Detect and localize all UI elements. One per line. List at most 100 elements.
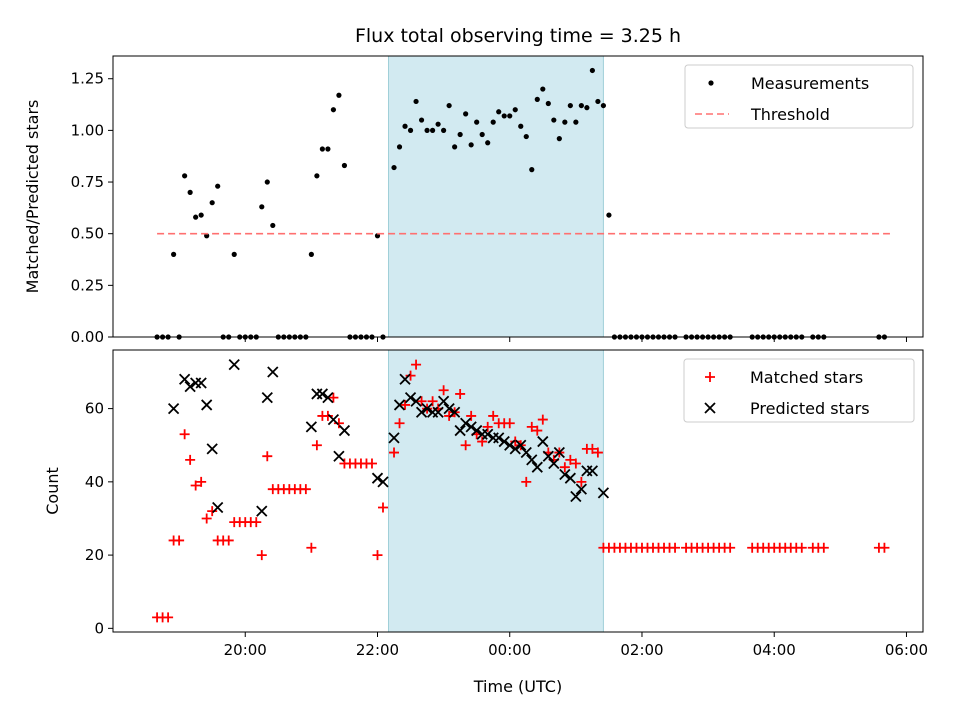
measurement-point (325, 146, 331, 152)
measurement-point (259, 204, 265, 210)
predicted-star-point (443, 402, 455, 415)
legend-entry-label: Measurements (751, 74, 869, 93)
predicted-star-point (504, 439, 516, 451)
y-tick-label: 0.25 (71, 276, 104, 294)
matched-star-point (366, 458, 377, 469)
matched-star-point (504, 418, 515, 429)
matched-star-point (256, 550, 267, 561)
matched-star-point (223, 535, 234, 546)
measurement-point (452, 144, 458, 150)
predicted-star-point (228, 359, 240, 371)
predicted-star-point (377, 476, 389, 488)
measurement-point (330, 107, 337, 113)
matched-star-point (372, 550, 383, 561)
y-tick-label: 1.00 (71, 121, 104, 139)
ratio-panel: 0.00 0.25 0.50 0.75 1.00 1.25 Flux total obse… (23, 25, 924, 346)
predicted-star-point (520, 446, 532, 459)
predicted-star-point (482, 428, 494, 440)
predicted-star-point (498, 435, 510, 448)
matched-star-point (466, 410, 477, 421)
matched-star-point (576, 476, 587, 487)
predicted-star-point (388, 432, 400, 444)
matched-star-point (537, 414, 548, 425)
x-tick-label: 20:00 (224, 641, 267, 659)
time-x-axis-label: Time (UTC) (473, 677, 562, 696)
legend-plus-marker (705, 372, 715, 382)
predicted-star-point (448, 406, 461, 418)
measurement-point (429, 127, 436, 133)
predicted-star-point (261, 391, 273, 404)
legend-entry-label: Threshold (750, 105, 830, 124)
matched-star-point (670, 542, 681, 553)
matched-star-point (455, 388, 466, 399)
matched-star-point (559, 462, 570, 473)
measurement-point (171, 251, 177, 257)
legend-entry-label: Matched stars (750, 368, 863, 387)
predicted-star-point (206, 443, 218, 455)
predicted-star-point (184, 380, 196, 393)
measurement-point (264, 179, 270, 185)
measurement-point (600, 102, 607, 109)
matched-star-point (818, 542, 829, 553)
measurement-point (319, 146, 325, 152)
measurement-point (391, 164, 397, 171)
predicted-star-point (267, 366, 279, 378)
matched-star-point (185, 454, 196, 465)
matched-star-point (438, 385, 449, 396)
matched-star-point (378, 502, 388, 513)
measurement-point (336, 92, 342, 98)
legend-box (684, 64, 914, 129)
measurement-point (463, 111, 469, 117)
measurement-point (512, 107, 518, 113)
predicted-star-point (493, 432, 505, 444)
matched-star-point (394, 418, 405, 429)
predicted-star-point (305, 421, 318, 433)
predicted-star-point (404, 391, 417, 404)
matched-star-point (521, 476, 532, 487)
predicted-star-point (597, 487, 610, 499)
measurement-point (231, 251, 237, 257)
matched-star-point (306, 542, 317, 553)
y-tick-label: 1.25 (71, 70, 104, 88)
legend-x-marker (704, 402, 716, 414)
predicted-star-point (201, 399, 213, 411)
measurement-point (501, 113, 507, 119)
observing-window-shade-bottom (388, 349, 604, 633)
predicted-star-point (338, 424, 351, 437)
predicted-star-point (570, 490, 582, 503)
matched-star-point (163, 612, 174, 623)
measurement-point (396, 144, 403, 150)
predicted-star-point (548, 457, 560, 470)
ratio-plot-frame (112, 55, 924, 338)
predicted-star-point (465, 421, 477, 433)
matched-star-point (328, 392, 339, 403)
measurement-point (198, 212, 204, 218)
predicted-star-point (256, 505, 268, 517)
matched-star-point (300, 484, 311, 495)
measurement-point (595, 98, 601, 105)
predicted-star-point (393, 399, 406, 411)
count-y-axis-label: Count (43, 467, 62, 515)
y-tick-label: 40 (85, 473, 104, 491)
y-tick-label: 0.50 (71, 225, 104, 243)
predicted-star-point (410, 395, 422, 407)
matched-star-point (333, 418, 344, 429)
matched-star-point (510, 436, 521, 447)
predicted-star-point (316, 388, 329, 400)
predicted-star-point (542, 450, 554, 462)
x-tick-label: 04:00 (753, 641, 796, 659)
measurement-point (485, 140, 491, 146)
predicted-star-point (437, 395, 450, 407)
measurement-point (407, 127, 414, 133)
measurement-point (474, 119, 480, 125)
predicted-star-point (564, 472, 576, 484)
measurement-point (490, 119, 496, 125)
measurement-point (215, 183, 221, 189)
matched-star-point (565, 454, 576, 465)
measurement-point (545, 100, 551, 107)
measurement-point (518, 123, 524, 129)
measurement-point (578, 102, 584, 109)
measurement-point (584, 105, 590, 111)
legend-entry-label: Predicted stars (750, 399, 870, 418)
